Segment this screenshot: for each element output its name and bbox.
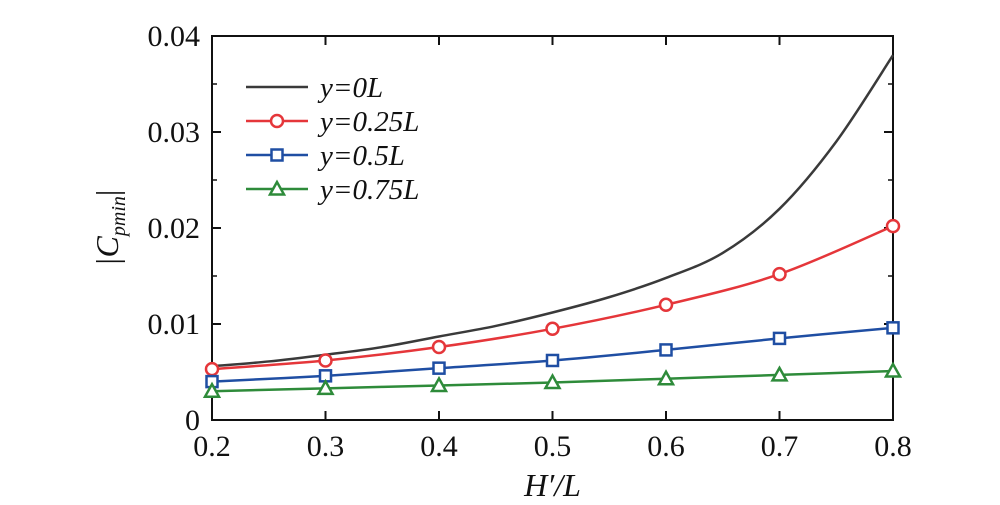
series-1 xyxy=(204,218,901,377)
data-point xyxy=(202,381,222,398)
legend-entry: y=0.5L xyxy=(246,140,405,172)
legend-label: y=0.75L xyxy=(317,174,419,206)
data-point xyxy=(770,365,789,382)
y-tick-label: 0.02 xyxy=(148,212,201,245)
y-tick-label: 0.04 xyxy=(148,20,201,53)
data-point xyxy=(772,331,787,346)
legend-marker xyxy=(267,179,287,196)
data-point xyxy=(883,361,903,378)
data-point xyxy=(543,373,562,390)
y-tick-label: 0.01 xyxy=(148,308,201,341)
data-point xyxy=(429,375,449,393)
data-point xyxy=(316,378,335,396)
y-axis-label-suffix: | xyxy=(89,190,125,196)
data-point xyxy=(656,369,676,386)
legend-entry: y=0L xyxy=(246,72,383,104)
data-point xyxy=(886,321,900,335)
data-point xyxy=(204,361,220,377)
data-point xyxy=(545,321,560,337)
legend-marker xyxy=(270,148,284,162)
data-point xyxy=(318,353,333,368)
x-tick-label: 0.7 xyxy=(761,430,799,463)
legend-entry: y=0.25L xyxy=(246,106,419,138)
data-point xyxy=(659,343,673,357)
series-line xyxy=(211,54,895,368)
legend-marker xyxy=(269,113,285,129)
y-tick-label: 0 xyxy=(185,404,200,437)
axes: 0.2 0.3 0.4 0.5 0.6 0.7 0.8 0 0.01 0.02 0.03 0.04 H′… xyxy=(89,20,912,503)
legend-label: y=0.5L xyxy=(317,140,405,172)
series-layer xyxy=(202,54,903,398)
data-point xyxy=(432,361,446,375)
y-tick-label: 0.03 xyxy=(148,116,201,149)
y-axis-label-sub: pmin xyxy=(108,196,130,238)
legend-entry: y=0.75L xyxy=(246,174,419,206)
data-point xyxy=(658,297,674,313)
data-point xyxy=(885,218,901,234)
series-line xyxy=(211,224,894,371)
x-tick-label: 0.3 xyxy=(307,430,345,463)
series-3 xyxy=(202,361,903,398)
y-axis-label-prefix: |C xyxy=(89,235,125,266)
legend-label: y=0L xyxy=(317,72,383,104)
legend-label: y=0.25L xyxy=(317,106,419,138)
data-point xyxy=(545,353,560,368)
x-tick-label: 0.8 xyxy=(874,430,912,463)
x-tick-label: 0.2 xyxy=(193,430,231,463)
x-tick-label: 0.4 xyxy=(420,430,458,463)
y-axis-label: |Cpmin| xyxy=(89,190,130,267)
data-point xyxy=(431,339,447,355)
x-tick-label: 0.6 xyxy=(647,430,685,463)
series-0 xyxy=(211,54,895,368)
data-point xyxy=(772,266,787,282)
x-axis-label: H′/L xyxy=(523,467,581,503)
x-tick-label: 0.5 xyxy=(534,430,572,463)
